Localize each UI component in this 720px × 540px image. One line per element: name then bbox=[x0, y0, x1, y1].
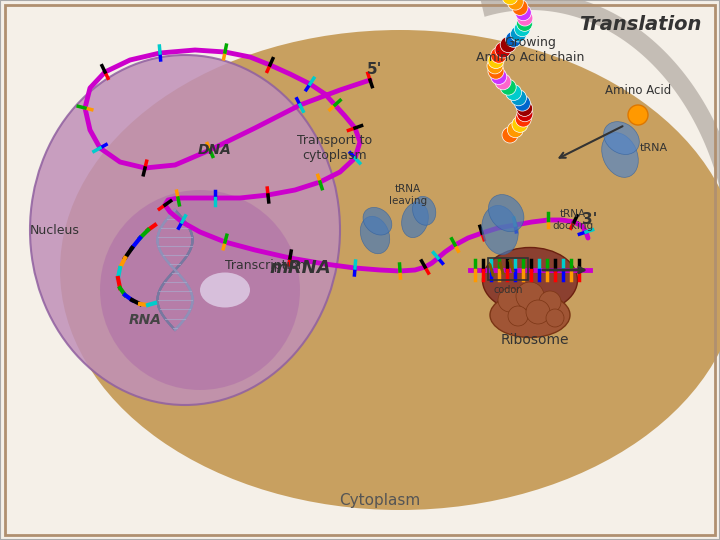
Circle shape bbox=[502, 127, 518, 143]
Text: Growing
Amino Acid chain: Growing Amino Acid chain bbox=[476, 36, 584, 64]
Bar bbox=[488, 258, 528, 280]
Circle shape bbox=[491, 69, 507, 85]
Text: Amino Acid: Amino Acid bbox=[605, 84, 671, 97]
Text: Transport to
cytoplasm: Transport to cytoplasm bbox=[297, 134, 372, 162]
Circle shape bbox=[508, 0, 523, 10]
Ellipse shape bbox=[30, 55, 340, 405]
Ellipse shape bbox=[100, 190, 300, 390]
Text: Nucleus: Nucleus bbox=[30, 224, 80, 237]
Text: 5': 5' bbox=[367, 63, 383, 78]
Ellipse shape bbox=[363, 207, 392, 235]
Circle shape bbox=[500, 37, 516, 52]
Ellipse shape bbox=[200, 273, 250, 307]
Circle shape bbox=[508, 306, 528, 326]
Circle shape bbox=[516, 282, 544, 310]
Text: RNA: RNA bbox=[128, 313, 161, 327]
Circle shape bbox=[510, 90, 526, 106]
Circle shape bbox=[488, 63, 504, 79]
Circle shape bbox=[546, 309, 564, 327]
Circle shape bbox=[491, 48, 507, 63]
Text: DNA: DNA bbox=[198, 143, 232, 157]
Circle shape bbox=[495, 74, 511, 90]
Text: tRNA
leaving: tRNA leaving bbox=[389, 184, 427, 206]
Ellipse shape bbox=[482, 247, 577, 313]
Circle shape bbox=[516, 100, 533, 117]
Ellipse shape bbox=[602, 133, 639, 177]
Circle shape bbox=[517, 106, 533, 122]
Circle shape bbox=[512, 0, 528, 16]
Circle shape bbox=[516, 5, 531, 21]
Ellipse shape bbox=[490, 293, 570, 338]
Circle shape bbox=[516, 111, 531, 127]
Ellipse shape bbox=[603, 122, 639, 154]
PathPatch shape bbox=[480, 0, 720, 352]
Circle shape bbox=[487, 58, 503, 74]
Ellipse shape bbox=[360, 217, 390, 254]
Ellipse shape bbox=[60, 30, 720, 510]
Circle shape bbox=[505, 31, 521, 48]
Ellipse shape bbox=[402, 202, 428, 238]
Circle shape bbox=[539, 291, 561, 313]
Circle shape bbox=[498, 288, 522, 312]
Text: tRNA: tRNA bbox=[640, 143, 668, 153]
Ellipse shape bbox=[488, 194, 524, 232]
Circle shape bbox=[628, 105, 648, 125]
Circle shape bbox=[488, 52, 504, 69]
Text: mRNA: mRNA bbox=[269, 259, 330, 277]
Text: Ribosome: Ribosome bbox=[500, 333, 570, 347]
Ellipse shape bbox=[482, 205, 518, 254]
Circle shape bbox=[500, 79, 516, 95]
Circle shape bbox=[510, 26, 526, 42]
Circle shape bbox=[514, 95, 531, 111]
Circle shape bbox=[517, 10, 533, 26]
Text: Transcription: Transcription bbox=[225, 259, 305, 272]
Text: 3': 3' bbox=[582, 213, 598, 227]
Circle shape bbox=[516, 15, 533, 31]
Circle shape bbox=[495, 42, 511, 58]
Circle shape bbox=[508, 122, 523, 138]
Text: Cytoplasm: Cytoplasm bbox=[339, 492, 420, 508]
Circle shape bbox=[514, 21, 531, 37]
Circle shape bbox=[526, 300, 550, 324]
Circle shape bbox=[505, 84, 521, 100]
Text: tRNA
docking: tRNA docking bbox=[552, 209, 593, 231]
Circle shape bbox=[502, 0, 518, 5]
Circle shape bbox=[512, 116, 528, 132]
Text: Translation: Translation bbox=[579, 16, 701, 35]
Text: codon: codon bbox=[493, 285, 523, 295]
Ellipse shape bbox=[413, 197, 436, 225]
